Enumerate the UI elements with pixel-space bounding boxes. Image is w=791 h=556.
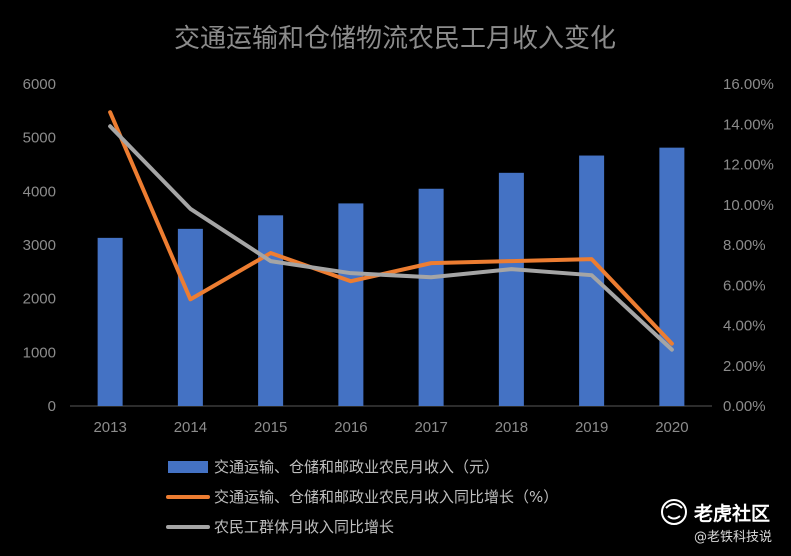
right-axis-tick-label: 12.00% — [723, 157, 774, 174]
bar — [177, 228, 203, 406]
x-axis-tick-label: 2015 — [254, 419, 287, 436]
right-axis-tick-label: 2.00% — [723, 358, 766, 375]
left-axis-tick-label: 4000 — [23, 183, 56, 200]
legend-label: 交通运输、仓储和邮政业农民月收入（元） — [214, 458, 499, 476]
bar — [418, 188, 444, 406]
left-axis-tick-label: 0 — [48, 398, 56, 415]
x-axis-tick-label: 2019 — [575, 419, 608, 436]
x-axis-tick-label: 2020 — [655, 419, 688, 436]
right-axis-tick-label: 6.00% — [723, 277, 766, 294]
left-axis-tick-label: 1000 — [23, 344, 56, 361]
legend-swatch — [168, 461, 208, 473]
series-line — [108, 110, 674, 346]
right-axis-tick-label: 14.00% — [723, 116, 774, 133]
series-line — [108, 124, 674, 352]
legend-label: 交通运输、仓储和邮政业农民月收入同比增长（%） — [214, 488, 558, 506]
x-axis-tick-label: 2016 — [334, 419, 367, 436]
right-axis-tick-label: 10.00% — [723, 197, 774, 214]
bar — [338, 203, 364, 406]
left-axis-tick-label: 6000 — [23, 76, 56, 93]
x-axis-tick-label: 2013 — [93, 419, 126, 436]
left-axis-tick-label: 2000 — [23, 291, 56, 308]
legend: 交通运输、仓储和邮政业农民月收入（元） 交通运输、仓储和邮政业农民月收入同比增长（… — [166, 458, 558, 536]
x-axis-tick-label: 2017 — [414, 419, 447, 436]
bar — [258, 215, 284, 406]
right-axis-tick-label: 8.00% — [723, 237, 766, 254]
watermark-brand: 老虎社区 — [694, 502, 770, 525]
x-axis-tick-label: 2018 — [495, 419, 528, 436]
left-axis-tick-label: 5000 — [23, 130, 56, 147]
right-axis-tick-label: 16.00% — [723, 76, 774, 93]
tiger-logo-icon — [661, 499, 687, 525]
right-axis-tick-label: 4.00% — [723, 318, 766, 335]
bar — [97, 237, 123, 406]
watermark: 老虎社区 @老铁科技说 — [661, 499, 772, 545]
right-axis-tick-label: 0.00% — [723, 398, 766, 415]
x-axis-tick-label: 2014 — [174, 419, 207, 436]
plot-area: 0 1000 2000 3000 4000 5000 6000 0.00% 2.00% 4.00%… — [23, 76, 774, 436]
bar — [498, 172, 524, 406]
left-axis-tick-label: 3000 — [23, 237, 56, 254]
bar — [659, 147, 685, 406]
legend-label: 农民工群体月收入同比增长 — [214, 518, 394, 536]
chart-title: 交通运输和仓储物流农民工月收入变化 — [174, 24, 616, 54]
watermark-handle: @老铁科技说 — [694, 530, 772, 545]
